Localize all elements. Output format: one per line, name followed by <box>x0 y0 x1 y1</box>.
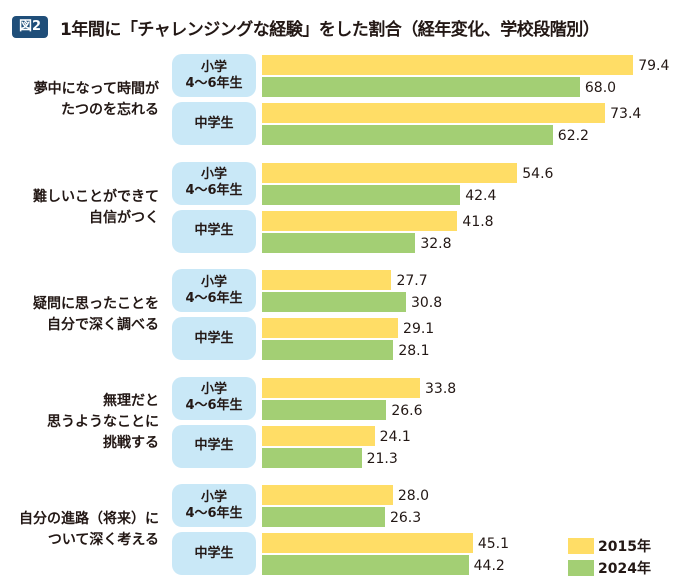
bar-2015 <box>262 318 399 338</box>
legend-swatch-2015 <box>568 538 594 554</box>
category-label-line: 自分の進路（将来）に <box>19 511 159 527</box>
data-label: 30.8 <box>410 295 443 311</box>
legend-swatch-2024 <box>568 560 594 576</box>
bar-2024 <box>262 507 385 527</box>
data-label: 32.8 <box>420 235 452 252</box>
school-level-pill: 中学生 <box>172 209 256 253</box>
bar-2024 <box>262 399 387 420</box>
data-label: 28.0 <box>397 488 430 504</box>
legend-label: 2015年 <box>598 539 651 555</box>
data-label: 26.6 <box>391 402 423 419</box>
school-level-pill: 小学 4～6年生 <box>172 484 256 527</box>
school-level-label: 中学生 <box>194 545 234 561</box>
school-level-pill: 中学生 <box>172 317 256 360</box>
category-label: 無理だと思うようなことに挑戦する <box>47 391 159 454</box>
school-level-pill: 小学 4～6年生 <box>172 376 256 420</box>
legend: 2015年 2024年 <box>568 535 651 579</box>
school-level-label: 中学生 <box>194 223 234 238</box>
school-level-label: 中学生 <box>194 438 234 453</box>
category-label-line: 疑問に思ったことを <box>33 296 159 312</box>
school-level-label: 小学 <box>200 274 227 290</box>
school-level-label: 中学生 <box>194 330 234 346</box>
school-level-label: 4～6年生 <box>185 75 243 91</box>
data-label: 44.2 <box>473 558 505 574</box>
data-label: 24.1 <box>379 428 411 445</box>
data-label: 26.3 <box>389 510 422 526</box>
category-label-line: たつのを忘れる <box>61 102 159 118</box>
school-level-label: 中学生 <box>194 115 234 131</box>
school-level-label: 小学 <box>200 382 227 397</box>
data-label: 33.8 <box>425 380 457 397</box>
data-label: 79.4 <box>638 58 670 74</box>
school-level-label: 4～6年生 <box>185 505 243 521</box>
bar-2015 <box>262 485 393 505</box>
bar-2015 <box>262 270 392 290</box>
bar-2015 <box>262 533 473 553</box>
bar-2024 <box>262 292 406 312</box>
bar-2024 <box>262 125 553 145</box>
bar-2015 <box>262 162 518 183</box>
bar-2015 <box>262 377 420 398</box>
data-label: 62.2 <box>557 128 589 144</box>
data-label: 42.4 <box>465 187 497 204</box>
school-level-label: 4～6年生 <box>185 290 243 306</box>
school-level-label: 小学 <box>200 59 227 75</box>
bar-2024 <box>262 184 461 205</box>
category-label: 難しいことができて自信がつく <box>33 187 159 229</box>
data-label: 73.4 <box>610 106 642 122</box>
school-level-pill: 中学生 <box>172 102 256 145</box>
legend-item: 2024年 <box>568 557 651 579</box>
school-level-pill: 小学 4～6年生 <box>172 269 256 312</box>
legend-label: 2024年 <box>598 561 651 577</box>
school-level-pill: 中学生 <box>172 424 256 468</box>
category-label-line: 思うようなことに <box>47 414 159 430</box>
category-label-line: 難しいことができて <box>33 188 159 205</box>
bar-2015 <box>262 425 375 446</box>
category-label-line: ついて深く考える <box>47 532 159 548</box>
data-label: 21.3 <box>366 450 398 467</box>
data-label: 41.8 <box>462 213 494 230</box>
bar-2015 <box>262 210 458 231</box>
school-level-label: 4～6年生 <box>185 183 243 198</box>
category-label-line: 夢中になって時間が <box>33 81 159 97</box>
legend-item: 2015年 <box>568 535 651 557</box>
school-level-pill: 中学生 <box>172 532 256 575</box>
school-level-pill: 小学 4～6年生 <box>172 54 256 97</box>
school-level-label: 小学 <box>200 167 227 182</box>
bar-2024 <box>262 340 394 360</box>
data-label: 45.1 <box>477 536 509 552</box>
bar-2015 <box>262 103 606 123</box>
category-label-line: 自分で深く調べる <box>47 317 159 333</box>
figure-number-badge: 図2 <box>12 16 49 38</box>
category-label: 夢中になって時間がたつのを忘れる <box>34 79 159 121</box>
school-level-pill: 小学 4～6年生 <box>172 161 256 205</box>
bar-2024 <box>262 447 362 468</box>
category-label: 疑問に思ったことを自分で深く調べる <box>33 294 159 336</box>
bar-2015 <box>262 55 634 75</box>
bar-2024 <box>262 77 580 97</box>
category-label-line: 挑戦する <box>103 435 159 451</box>
category-label-line: 自信がつく <box>89 209 159 226</box>
chart-title-row: 図2 1年間に「チャレンジングな経験」をした割合（経年変化、学校段階別） <box>12 14 600 40</box>
data-label: 28.1 <box>398 343 430 359</box>
chart-title: 1年間に「チャレンジングな経験」をした割合（経年変化、学校段階別） <box>60 19 600 40</box>
category-label: 自分の進路（将来）について深く考える <box>19 509 159 551</box>
school-level-label: 4～6年生 <box>185 398 243 413</box>
data-label: 68.0 <box>584 80 617 96</box>
data-label: 54.6 <box>522 165 554 182</box>
bar-2024 <box>262 232 416 253</box>
category-label-line: 無理だと <box>103 393 159 409</box>
school-level-label: 小学 <box>200 489 227 505</box>
bar-2024 <box>262 555 469 575</box>
data-label: 29.1 <box>403 321 435 337</box>
data-label: 27.7 <box>396 273 428 289</box>
